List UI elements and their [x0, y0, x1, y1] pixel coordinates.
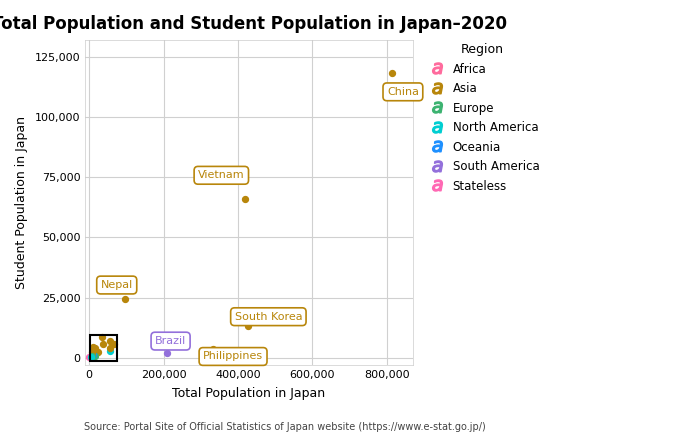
Point: [86, 353, 97, 360]
Point: [104, 347, 116, 354]
Y-axis label: Student Population in Japan: Student Population in Japan: [15, 116, 28, 289]
Point: [87, 353, 98, 360]
Text: South Korea: South Korea: [234, 312, 302, 322]
Point: [119, 296, 130, 303]
Text: Vietnam: Vietnam: [198, 170, 244, 180]
Text: Philippines: Philippines: [203, 352, 263, 362]
X-axis label: Total Population in Japan: Total Population in Japan: [172, 387, 326, 400]
Point: [97, 334, 108, 341]
Point: [161, 349, 172, 356]
Point: [87, 348, 98, 355]
Point: [104, 337, 116, 344]
Text: China: China: [387, 87, 419, 97]
Title: Total Population and Student Population in Japan–2020: Total Population and Student Population …: [0, 15, 507, 33]
Point: [84, 354, 95, 361]
Point: [98, 341, 109, 348]
Point: [87, 352, 98, 359]
Point: [87, 352, 98, 359]
Text: Nepal: Nepal: [101, 280, 133, 290]
Point: [89, 352, 100, 359]
Point: [88, 343, 99, 350]
Point: [104, 344, 115, 351]
Point: [89, 345, 100, 352]
Point: [207, 346, 218, 353]
Bar: [90, 335, 117, 361]
Point: [386, 69, 398, 76]
Text: Brazil: Brazil: [155, 336, 186, 346]
Point: [108, 340, 119, 347]
Point: [85, 353, 97, 360]
Point: [240, 196, 251, 203]
Point: [242, 323, 253, 330]
Legend: Africa, Asia, Europe, North America, Oceania, South America, Stateless: Africa, Asia, Europe, North America, Oce…: [422, 39, 542, 196]
Text: Source: Portal Site of Official Statistics of Japan website (https://www.e-stat.: Source: Portal Site of Official Statisti…: [84, 422, 486, 432]
Point: [92, 349, 104, 356]
